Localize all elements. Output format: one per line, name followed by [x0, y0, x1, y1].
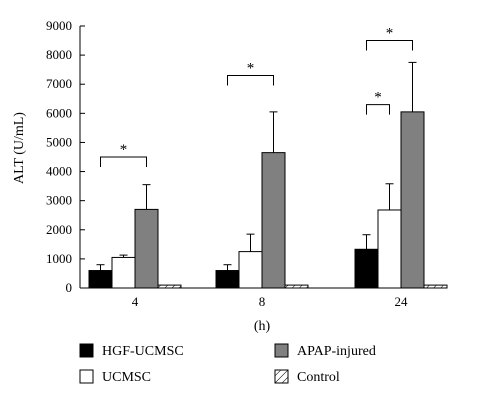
- legend-label: HGF-UCMSC: [102, 344, 184, 359]
- legend-label: Control: [297, 370, 340, 385]
- y-tick-label: 1000: [46, 251, 72, 266]
- legend-swatch: [79, 369, 94, 384]
- bar: [238, 251, 263, 289]
- significance-bracket: [366, 104, 390, 115]
- bar: [88, 270, 113, 289]
- significance-label: *: [374, 90, 382, 106]
- significance-brackets: * * * *: [100, 26, 413, 167]
- significance-label: *: [386, 26, 394, 42]
- y-tick-label: 3000: [46, 193, 72, 208]
- y-tick-label: 4000: [46, 164, 72, 179]
- bar: [400, 111, 425, 289]
- bar: [423, 284, 448, 289]
- bars: [88, 61, 448, 289]
- significance-label: *: [247, 60, 255, 76]
- bar: [215, 270, 240, 289]
- significance-bracket: [227, 74, 274, 86]
- bar: [261, 152, 286, 289]
- x-tick-label: 8: [259, 294, 266, 309]
- bar: [111, 256, 136, 289]
- bar: [354, 248, 379, 289]
- x-tick-label: 24: [395, 294, 409, 309]
- y-tick-label: 9000: [46, 18, 72, 33]
- y-tick-label: 6000: [46, 105, 72, 120]
- y-tick-label: 0: [66, 280, 73, 295]
- legend-swatch: [274, 343, 289, 358]
- x-axis-label: (h): [254, 319, 271, 334]
- axes: 0 1000 2000 3000 4000 5000 6000 7000 8000 9000 4 8 2…: [46, 18, 445, 309]
- legend: HGF-UCMSC UCMSC APAP-injured Control: [79, 343, 376, 385]
- significance-bracket: [366, 40, 413, 51]
- significance-label: *: [120, 142, 128, 158]
- legend-label: APAP-injured: [297, 344, 376, 359]
- bar: [284, 284, 309, 289]
- bar: [157, 284, 182, 289]
- y-axis-label: ALT (U/mL): [12, 112, 27, 184]
- legend-label: UCMSC: [102, 370, 151, 385]
- x-tick-label: 4: [132, 294, 139, 309]
- y-tick-label: 7000: [46, 76, 72, 91]
- y-tick-label: 5000: [46, 134, 72, 149]
- bar: [134, 208, 159, 289]
- significance-bracket: [100, 156, 147, 167]
- legend-swatch: [79, 343, 94, 358]
- y-tick-label: 8000: [46, 47, 72, 62]
- legend-swatch: [274, 369, 289, 384]
- y-tick-label: 2000: [46, 222, 72, 237]
- bar: [377, 209, 402, 289]
